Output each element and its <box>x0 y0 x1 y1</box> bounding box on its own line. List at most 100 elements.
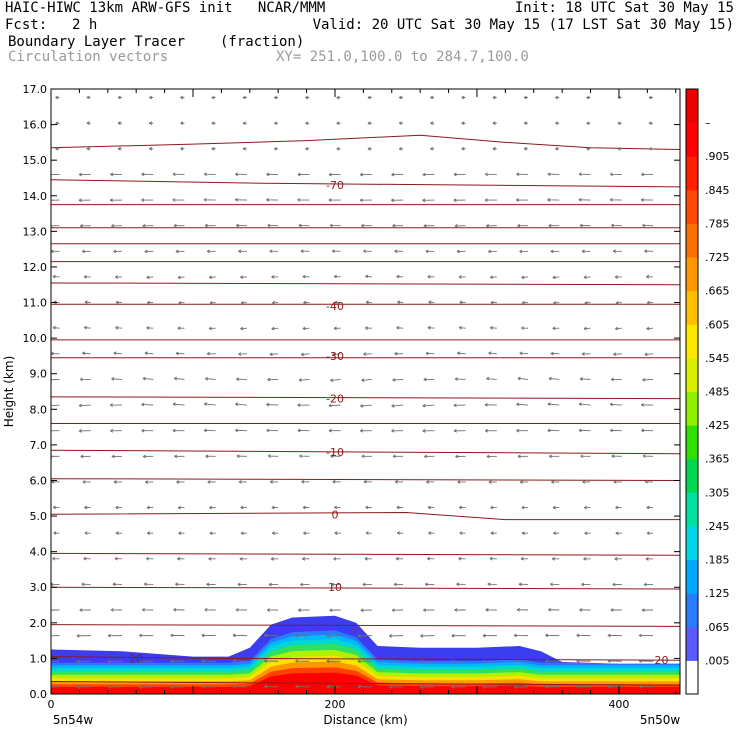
y-tick-label: 11.0 <box>23 297 48 310</box>
circulation-vector <box>295 684 310 689</box>
circulation-vector <box>51 660 60 662</box>
circulation-vector <box>613 352 622 357</box>
colorbar-label: .905 <box>705 150 730 163</box>
circulation-vector <box>579 377 591 381</box>
circulation-vector <box>423 377 435 382</box>
circulation-vector <box>365 531 372 535</box>
circulation-vector <box>297 403 310 407</box>
circulation-vector <box>617 121 622 126</box>
circulation-vector <box>111 224 123 228</box>
circulation-vector <box>451 659 466 664</box>
circulation-vector <box>144 480 154 484</box>
circulation-vector <box>430 146 435 151</box>
circulation-vector <box>242 95 247 100</box>
circulation-vector <box>607 633 622 638</box>
circulation-vector <box>206 351 216 356</box>
circulation-vector <box>642 223 654 228</box>
circulation-vector <box>357 684 372 689</box>
circulation-vector <box>484 428 497 433</box>
colorbar-label: .845 <box>705 184 730 197</box>
circulation-vector <box>238 480 247 484</box>
circulation-vector <box>180 121 185 125</box>
circulation-vector <box>211 95 216 100</box>
circulation-vector <box>242 121 247 126</box>
circulation-vector <box>423 454 435 459</box>
circulation-vector <box>84 300 91 305</box>
circulation-vector <box>388 685 404 689</box>
circulation-vector <box>394 351 404 356</box>
circulation-vector <box>305 146 310 151</box>
circulation-vector <box>458 325 466 330</box>
circulation-vector <box>489 326 497 330</box>
circulation-vector <box>423 223 435 228</box>
circulation-vector <box>458 556 466 561</box>
circulation-vector <box>487 582 497 587</box>
circulation-vector <box>396 505 404 510</box>
circulation-vector <box>423 608 435 612</box>
circulation-vector <box>581 249 591 254</box>
circulation-vector <box>115 275 123 279</box>
circulation-vector <box>586 121 591 126</box>
circulation-vector <box>303 300 310 305</box>
circulation-vector <box>84 505 91 510</box>
colorbar-label: .245 <box>705 520 730 533</box>
circulation-vector <box>430 121 435 125</box>
colorbar-label: .005 <box>705 654 730 667</box>
circulation-vector <box>428 300 435 305</box>
circulation-vector <box>456 249 466 254</box>
circulation-vector <box>367 95 372 100</box>
circulation-vector <box>490 531 497 535</box>
circulation-vector <box>172 428 185 433</box>
circulation-vector <box>110 172 122 177</box>
circulation-vector <box>398 121 404 125</box>
colorbar-swatch <box>686 223 698 258</box>
circulation-vector <box>113 480 123 484</box>
circulation-vector <box>267 223 279 228</box>
colorbar-label: .725 <box>705 251 730 264</box>
circulation-vector <box>203 402 216 406</box>
circulation-vector <box>584 531 591 536</box>
colorbar-swatch <box>686 425 698 460</box>
circulation-vector <box>84 531 91 535</box>
circulation-vector <box>332 479 341 484</box>
contour-label: 10 <box>328 581 342 594</box>
circulation-vector <box>139 685 154 689</box>
circulation-vector <box>513 659 529 664</box>
circulation-vector <box>484 198 497 202</box>
circulation-vector <box>458 275 466 279</box>
circulation-vector <box>642 378 654 382</box>
circulation-vector <box>149 146 154 151</box>
circulation-vector <box>549 582 560 587</box>
circulation-vector <box>144 249 154 254</box>
colorbar-label: .485 <box>705 386 730 399</box>
circulation-vector <box>107 633 122 638</box>
colorbar-swatch <box>686 189 698 224</box>
circulation-vector <box>235 428 247 433</box>
circulation-vector <box>391 172 404 177</box>
circulation-vector <box>328 428 341 433</box>
circulation-vector <box>263 684 279 689</box>
circulation-vector <box>517 376 529 381</box>
circulation-vector <box>115 531 122 535</box>
circulation-vector <box>456 582 466 587</box>
circulation-vector <box>459 300 466 305</box>
circulation-vector <box>236 223 247 228</box>
circulation-vector <box>395 556 404 561</box>
circulation-vector <box>614 275 622 279</box>
circulation-vector <box>519 249 529 254</box>
circulation-vector <box>109 403 122 407</box>
circulation-vector <box>82 351 91 356</box>
circulation-vector <box>642 454 654 458</box>
circulation-vector <box>521 505 529 510</box>
circulation-vector <box>545 633 560 638</box>
circulation-vector <box>78 198 91 203</box>
circulation-vector <box>330 454 341 458</box>
circulation-vector <box>644 352 654 357</box>
contour-4 <box>51 478 680 481</box>
circulation-vector <box>638 633 654 638</box>
circulation-vector <box>363 479 372 484</box>
circulation-vector <box>52 556 60 561</box>
circulation-vector <box>300 582 310 587</box>
header-title: HAIC-HIWC 13km ARW-GFS init NCAR/MMM <box>5 0 326 16</box>
circulation-vector <box>76 634 91 638</box>
